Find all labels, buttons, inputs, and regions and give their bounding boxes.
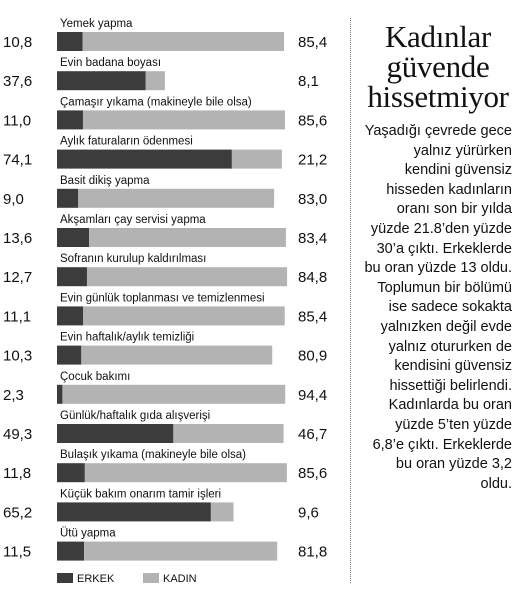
bar-kadin	[83, 306, 285, 326]
value-label-erkek: 12,7	[3, 269, 32, 286]
value-label-kadin: 21,2	[298, 152, 327, 169]
value-label-erkek: 2,3	[3, 387, 24, 404]
value-label-erkek: 13,6	[3, 230, 32, 247]
value-label-kadin: 83,4	[298, 230, 327, 247]
article-body: Yaşadığı çevrede gece yalnız yürürken ke…	[364, 123, 512, 492]
article-sidebar: Kadınlar güvende hissetmiyor Yaşadığı çe…	[350, 18, 512, 583]
bar-kadin	[210, 502, 234, 522]
value-label-kadin: 85,4	[298, 34, 327, 51]
value-label-kadin: 85,6	[298, 112, 327, 129]
legend-label-kadin: KADIN	[163, 573, 197, 585]
value-label-kadin: 94,4	[298, 387, 327, 404]
legend-swatch-erkek	[57, 573, 73, 583]
value-label-kadin: 9,6	[298, 504, 319, 521]
category-label: Ütü yapma	[60, 528, 116, 540]
value-label-erkek: 11,0	[3, 112, 31, 129]
value-label-erkek: 74,1	[3, 152, 32, 169]
bar-kadin	[81, 345, 273, 365]
legend-label-erkek: ERKEK	[77, 573, 115, 585]
category-label: Evin badana boyası	[60, 57, 161, 69]
category-label: Akşamları çay servisi yapma	[60, 214, 206, 226]
bar-erkek	[57, 345, 82, 365]
bar-erkek	[57, 71, 146, 91]
category-label: Basit dikiş yapma	[60, 175, 150, 187]
bar-kadin	[89, 228, 286, 247]
value-label-erkek: 10,8	[3, 34, 32, 51]
value-label-kadin: 83,0	[298, 191, 327, 208]
bar-erkek	[57, 463, 85, 483]
bar-kadin	[231, 149, 282, 169]
bar-erkek	[57, 384, 63, 404]
bar-kadin	[82, 110, 285, 130]
value-label-erkek: 37,6	[3, 73, 32, 90]
value-label-erkek: 11,5	[3, 544, 31, 561]
article-headline: Kadınlar güvende hissetmiyor	[367, 19, 509, 114]
value-label-kadin: 80,9	[298, 348, 327, 365]
bar-kadin	[82, 32, 285, 51]
bar-erkek	[57, 424, 174, 443]
chart: Yemek yapma 10,8 85,4 Evin badana boyası 37,…	[3, 18, 327, 585]
bar-kadin	[78, 188, 275, 208]
value-label-erkek: 65,2	[3, 504, 32, 521]
category-label: Günlük/haftalık gıda alışverişi	[60, 410, 210, 422]
bar-erkek	[57, 149, 232, 169]
column-divider	[350, 18, 351, 583]
value-label-kadin: 84,8	[298, 269, 327, 286]
category-label: Çocuk bakımı	[60, 371, 130, 383]
category-label: Çamaşır yıkama (makineyle bile olsa)	[60, 96, 252, 108]
value-label-erkek: 49,3	[3, 426, 32, 443]
value-label-erkek: 10,3	[3, 348, 32, 365]
value-label-kadin: 46,7	[298, 426, 327, 443]
bar-erkek	[57, 32, 83, 51]
value-label-erkek: 11,8	[3, 465, 31, 482]
value-label-erkek: 11,1	[3, 308, 31, 325]
value-label-kadin: 81,8	[298, 544, 327, 561]
category-label: Evin günlük toplanması ve temizlenmesi	[60, 292, 265, 304]
bar-erkek	[57, 502, 211, 522]
bar-kadin	[145, 71, 165, 91]
category-label: Bulaşık yıkama (makineyle bile olsa)	[60, 449, 246, 461]
category-label: Evin haftalık/aylık temizliği	[60, 332, 194, 344]
bar-erkek	[57, 541, 85, 561]
value-label-kadin: 85,6	[298, 465, 327, 482]
category-label: Yemek yapma	[60, 18, 133, 30]
legend-swatch-kadin	[143, 573, 159, 583]
bar-kadin	[84, 541, 278, 561]
bar-kadin	[86, 267, 288, 287]
value-label-kadin: 85,4	[298, 308, 327, 325]
value-label-erkek: 9,0	[3, 191, 24, 208]
bar-erkek	[57, 267, 87, 287]
bar-erkek	[57, 188, 79, 208]
category-label: Sofranın kurulup kaldırılması	[60, 253, 206, 265]
bar-erkek	[57, 306, 84, 326]
bar-kadin	[84, 463, 287, 483]
bar-erkek	[57, 228, 90, 247]
bar-erkek	[57, 110, 83, 130]
value-label-kadin: 8,1	[298, 73, 319, 90]
bar-kadin	[62, 384, 286, 404]
bar-kadin	[173, 424, 284, 443]
category-label: Küçük bakım onarım tamir işleri	[60, 488, 221, 500]
category-label: Aylık faturaların ödenmesi	[60, 136, 193, 148]
